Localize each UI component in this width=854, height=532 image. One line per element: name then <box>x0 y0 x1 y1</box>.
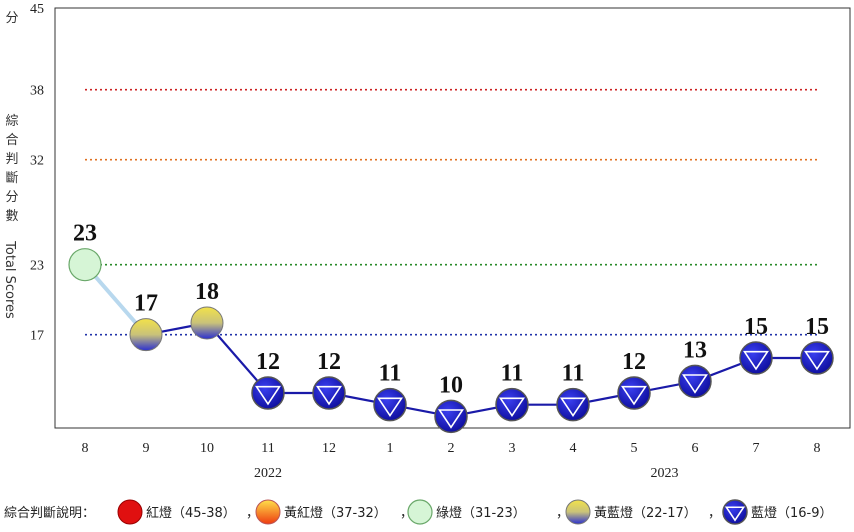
y-tick-17: 17 <box>30 329 44 344</box>
x-tick-label: 10 <box>200 441 214 456</box>
data-point-marker <box>373 387 407 422</box>
x-tick-label: 9 <box>143 441 150 456</box>
data-label: 11 <box>562 361 585 387</box>
data-point-marker-triangle <box>681 374 709 394</box>
x-tick-label: 3 <box>509 441 516 456</box>
data-point-marker-triangle <box>559 397 587 418</box>
data-label: 11 <box>501 361 524 387</box>
year-label-2022: 2022 <box>254 466 282 481</box>
data-point-marker <box>312 376 346 410</box>
y-axis-label-char: 合 <box>5 133 18 148</box>
data-point-marker-triangle <box>315 385 343 406</box>
legend-marker-blue-triangle <box>724 506 746 522</box>
year-label-2023: 2023 <box>651 466 679 481</box>
y-tick-45: 45 <box>30 2 44 17</box>
data-label: 12 <box>256 349 280 375</box>
x-tick-label: 2 <box>448 441 455 456</box>
y-axis-label-char: 數 <box>5 209 18 224</box>
data-point-marker-triangle <box>254 385 282 406</box>
data-label: 15 <box>805 314 829 340</box>
x-tick-label: 5 <box>631 441 638 456</box>
y-tick-38: 38 <box>30 84 44 99</box>
plot-area <box>54 7 851 429</box>
y-unit-label: 分 <box>5 11 18 26</box>
data-point-marker <box>434 399 468 434</box>
data-point-marker <box>129 318 163 352</box>
x-tick-label: 6 <box>692 441 699 456</box>
data-label: 18 <box>195 279 219 305</box>
x-tick-label: 12 <box>322 441 336 456</box>
data-point-marker <box>556 387 590 422</box>
data-label: 12 <box>317 349 341 375</box>
data-point-marker-triangle <box>620 385 648 406</box>
data-point-marker <box>68 248 102 282</box>
legend-marker-yellowred <box>255 499 281 525</box>
legend-marker-green <box>407 499 433 525</box>
y-axis-label-en: Total Scores <box>2 240 17 319</box>
data-label: 23 <box>73 221 97 247</box>
data-label: 10 <box>439 372 463 398</box>
data-point-marker <box>678 364 712 399</box>
legend-marker-red <box>117 499 143 525</box>
legend-title: 綜合判斷說明： <box>4 505 95 521</box>
data-point-marker <box>495 387 529 422</box>
data-point-marker-triangle <box>376 397 404 418</box>
x-tick-label: 8 <box>814 441 821 456</box>
legend-label-green: 綠燈（31-23） <box>436 506 526 521</box>
data-point-marker-triangle <box>803 350 831 371</box>
data-point-marker-triangle <box>498 397 526 418</box>
legend-label-yellowred: 黃紅燈（37-32） <box>284 506 387 521</box>
x-tick-label: 4 <box>570 441 577 456</box>
data-point-marker <box>800 341 834 375</box>
x-tick-label: 11 <box>261 441 274 456</box>
y-axis-label-char: 綜 <box>5 114 18 129</box>
data-point-marker-triangle <box>437 409 465 429</box>
legend-label-red: 紅燈（45-38） <box>146 506 236 521</box>
data-label: 15 <box>744 314 768 340</box>
data-point-marker-triangle <box>742 350 770 371</box>
x-tick-label: 1 <box>387 441 394 456</box>
y-axis-label-char: 判 <box>5 152 18 167</box>
data-label: 17 <box>134 291 158 317</box>
data-point-marker <box>190 306 224 340</box>
legend-label-yellowblue: 黃藍燈（22-17） <box>594 506 697 521</box>
y-axis-label-char: 分 <box>5 190 18 205</box>
y-tick-23: 23 <box>30 259 44 274</box>
y-tick-32: 32 <box>30 154 44 169</box>
data-label: 12 <box>622 349 646 375</box>
legend-separator: ， <box>708 506 721 521</box>
x-tick-label: 8 <box>82 441 89 456</box>
data-label: 13 <box>683 337 707 363</box>
x-tick-label: 7 <box>753 441 760 456</box>
y-axis-label-char: 斷 <box>5 171 18 186</box>
data-point-marker <box>739 341 773 375</box>
legend-label-blue: 藍燈（16-9） <box>751 506 833 521</box>
data-point-marker <box>251 376 285 410</box>
data-point-marker <box>617 376 651 410</box>
legend-marker-blue <box>722 499 748 525</box>
data-label: 11 <box>379 361 402 387</box>
legend-marker-yellowblue <box>565 499 591 525</box>
